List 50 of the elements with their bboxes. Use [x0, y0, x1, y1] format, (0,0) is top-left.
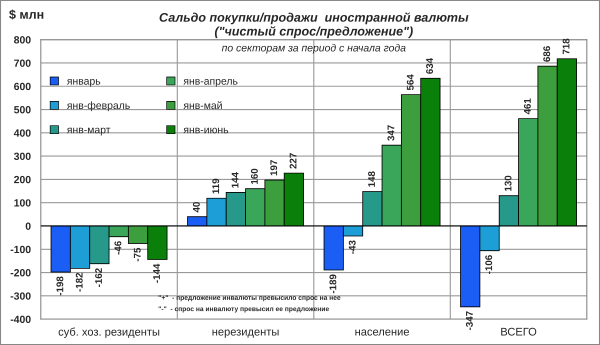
- y-tick-label: -300: [10, 292, 31, 300]
- data-label: 40: [192, 202, 200, 212]
- data-label: 160: [250, 168, 258, 184]
- y-tick-label: 400: [14, 129, 31, 137]
- data-label: -189: [329, 274, 336, 294]
- data-label: 148: [368, 171, 375, 187]
- data-label: 564: [406, 74, 414, 90]
- y-tick-label: -100: [10, 246, 31, 254]
- x-tick-label: нерезиденты: [212, 330, 279, 338]
- data-label: 119: [212, 178, 220, 194]
- x-tick-label: ВСЕГО: [501, 328, 536, 336]
- y-tick-label: 800: [14, 36, 31, 44]
- y-tick-label: -200: [10, 269, 31, 276]
- y-tick-label: 0: [26, 222, 31, 230]
- legend-label: янв-май: [183, 101, 222, 110]
- data-label: -43: [348, 240, 356, 254]
- data-label: 197: [270, 160, 278, 176]
- legend-label: янв-апрель: [183, 78, 238, 87]
- data-label: -75: [134, 248, 141, 262]
- data-label: -198: [56, 276, 64, 296]
- data-label: -162: [95, 268, 102, 287]
- y-tick-label: 700: [14, 59, 31, 67]
- x-tick-label: население: [355, 330, 409, 336]
- y-tick-label: 300: [14, 152, 31, 160]
- data-label: -144: [153, 264, 160, 283]
- data-label: 634: [426, 58, 434, 74]
- data-label: 347: [387, 125, 394, 141]
- data-label: 461: [524, 98, 531, 114]
- data-label: 718: [562, 38, 570, 54]
- y-tick-label: 100: [14, 199, 31, 207]
- data-label: 130: [504, 176, 512, 191]
- y-tick-label: 200: [14, 176, 31, 184]
- y-axis-title: $ млн: [9, 9, 44, 20]
- chart-subtitle: по секторам за период с начала года: [222, 44, 406, 54]
- chart-title: Сальдо покупки/продажи иностранной валюты ("чистый спрос/предложение"): [160, 12, 468, 38]
- data-label: -106: [485, 255, 492, 274]
- x-tick-label: суб. хоз. резиденты: [58, 327, 160, 338]
- legend-label: янв-февраль: [66, 101, 130, 112]
- data-label: -182: [76, 272, 83, 292]
- data-label: -347: [466, 311, 473, 330]
- legend-label: янв-март: [66, 128, 110, 136]
- y-tick-label: 600: [14, 82, 31, 90]
- data-label: 227: [290, 153, 296, 169]
- y-tick-label: -400: [10, 316, 31, 323]
- data-label: 144: [232, 172, 238, 188]
- y-tick-label: 500: [14, 106, 31, 114]
- legend-label: янв-июнь: [183, 128, 228, 134]
- legend-label: январь: [66, 78, 100, 87]
- data-label: 686: [543, 46, 550, 62]
- data-label: -46: [114, 241, 122, 255]
